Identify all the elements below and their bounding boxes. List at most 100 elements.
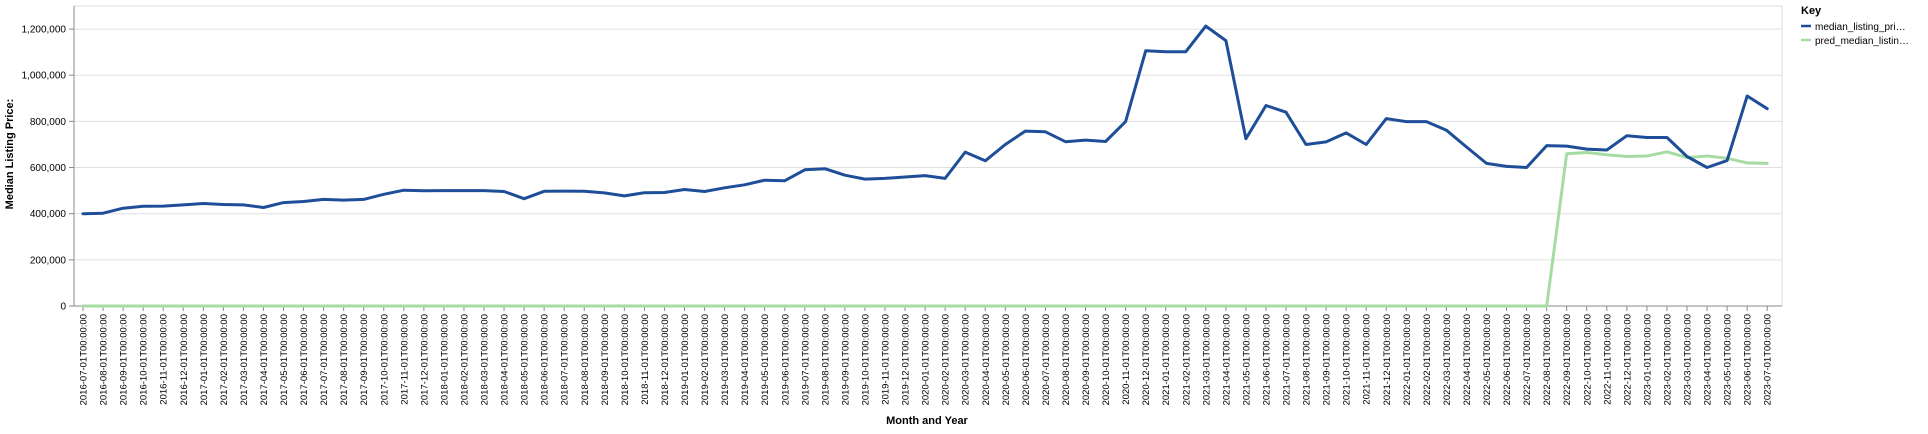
x-tick-label: 2020-09-01T00:00:00 (1081, 314, 1092, 405)
legend-title: Key (1801, 5, 1822, 17)
x-tick-label: 2020-02-01T00:00:00 (941, 314, 952, 405)
legend-label-pred: pred_median_listin… (1815, 36, 1909, 47)
x-tick-label: 2018-11-01T00:00:00 (640, 314, 651, 405)
x-tick-label: 2018-02-01T00:00:00 (459, 314, 470, 405)
x-tick-label: 2021-07-01T00:00:00 (1282, 314, 1293, 405)
x-tick-label: 2021-10-01T00:00:00 (1342, 314, 1353, 405)
plot-frame (73, 5, 1783, 307)
y-tick-label: 200,000 (30, 255, 67, 266)
x-tick-label: 2021-06-01T00:00:00 (1261, 314, 1272, 405)
x-tick-label: 2017-07-01T00:00:00 (319, 314, 330, 405)
x-tick-label: 2021-05-01T00:00:00 (1241, 314, 1252, 405)
x-tick-label: 2019-09-01T00:00:00 (840, 314, 851, 405)
x-tick-label: 2017-02-01T00:00:00 (219, 314, 230, 405)
x-tick-label: 2023-07-01T00:00:00 (1763, 314, 1774, 405)
x-tick-label: 2017-04-01T00:00:00 (259, 314, 270, 405)
legend-label-median: median_listing_pri… (1815, 22, 1906, 33)
x-tick-label: 2016-12-01T00:00:00 (179, 314, 190, 405)
x-axis: 2016-07-01T00:00:00 2016-08-01T00:00:00 20… (74, 305, 1782, 405)
x-tick-label: 2018-07-01T00:00:00 (560, 314, 571, 405)
x-tick-label: 2020-03-01T00:00:00 (961, 314, 972, 405)
x-tick-label: 2019-03-01T00:00:00 (720, 314, 731, 405)
x-tick-label: 2022-06-01T00:00:00 (1502, 314, 1513, 405)
x-tick-label: 2018-08-01T00:00:00 (580, 314, 591, 405)
x-tick-label: 2020-07-01T00:00:00 (1041, 314, 1052, 405)
x-tick-label: 2020-05-01T00:00:00 (1001, 314, 1012, 405)
x-tick-label: 2019-01-01T00:00:00 (680, 314, 691, 405)
x-tick-label: 2017-10-01T00:00:00 (379, 314, 390, 405)
x-tick-label: 2021-02-01T00:00:00 (1181, 314, 1192, 405)
x-tick-label: 2022-01-01T00:00:00 (1402, 314, 1413, 405)
x-tick-label: 2017-05-01T00:00:00 (279, 314, 290, 405)
x-tick-label: 2020-12-01T00:00:00 (1141, 314, 1152, 405)
x-tick-label: 2017-06-01T00:00:00 (299, 314, 310, 405)
x-tick-label: 2020-06-01T00:00:00 (1021, 314, 1032, 405)
x-tick-label: 2018-12-01T00:00:00 (660, 314, 671, 405)
x-tick-label: 2020-10-01T00:00:00 (1101, 314, 1112, 405)
x-tick-label: 2021-12-01T00:00:00 (1382, 314, 1393, 405)
x-tick-label: 2023-05-01T00:00:00 (1723, 314, 1734, 405)
y-tick-label: 400,000 (30, 209, 67, 220)
x-tick-label: 2021-04-01T00:00:00 (1221, 314, 1232, 405)
x-tick-label: 2017-01-01T00:00:00 (199, 314, 210, 405)
x-tick-label: 2018-05-01T00:00:00 (520, 314, 531, 405)
x-tick-label: 2019-10-01T00:00:00 (860, 314, 871, 405)
grid-layer (73, 5, 1783, 307)
x-tick-label: 2016-09-01T00:00:00 (119, 314, 130, 405)
x-tick-label: 2023-01-01T00:00:00 (1642, 314, 1653, 405)
x-tick-label: 2021-11-01T00:00:00 (1362, 314, 1373, 405)
x-tick-label: 2022-05-01T00:00:00 (1482, 314, 1493, 405)
x-tick-label: 2016-10-01T00:00:00 (139, 314, 150, 405)
x-tick-label: 2016-08-01T00:00:00 (99, 314, 110, 405)
x-tick-label: 2021-09-01T00:00:00 (1322, 314, 1333, 405)
x-tick-label: 2021-01-01T00:00:00 (1161, 314, 1172, 405)
x-tick-label: 2019-08-01T00:00:00 (820, 314, 831, 405)
x-tick-label: 2019-07-01T00:00:00 (800, 314, 811, 405)
x-tick-label: 2022-08-01T00:00:00 (1542, 314, 1553, 405)
x-tick-label: 2020-08-01T00:00:00 (1061, 314, 1072, 405)
x-tick-label: 2022-03-01T00:00:00 (1442, 314, 1453, 405)
x-tick-label: 2018-01-01T00:00:00 (439, 314, 450, 405)
series-line-0 (81, 24, 1769, 216)
x-tick-label: 2023-03-01T00:00:00 (1683, 314, 1694, 405)
x-tick-label: 2020-04-01T00:00:00 (981, 314, 992, 405)
x-tick-label: 2021-08-01T00:00:00 (1302, 314, 1313, 405)
x-tick-label: 2020-01-01T00:00:00 (921, 314, 932, 405)
x-tick-label: 2018-03-01T00:00:00 (480, 314, 491, 405)
y-tick-label: 600,000 (30, 163, 67, 174)
y-tick-label: 800,000 (30, 117, 67, 128)
x-tick-label: 2016-07-01T00:00:00 (79, 314, 90, 405)
x-tick-label: 2017-11-01T00:00:00 (399, 314, 410, 405)
x-tick-label: 2019-02-01T00:00:00 (700, 314, 711, 405)
x-tick-label: 2019-04-01T00:00:00 (740, 314, 751, 405)
x-tick-label: 2019-12-01T00:00:00 (901, 314, 912, 405)
x-tick-label: 2022-12-01T00:00:00 (1622, 314, 1633, 405)
legend: Key median_listing_pri… pred_median_list… (1801, 5, 1909, 47)
x-tick-label: 2019-06-01T00:00:00 (780, 314, 791, 405)
x-tick-label: 2018-04-01T00:00:00 (500, 314, 511, 405)
y-tick-label: 0 (60, 302, 66, 313)
x-tick-label: 2021-03-01T00:00:00 (1201, 314, 1212, 405)
x-tick-label: 2017-12-01T00:00:00 (419, 314, 430, 405)
x-tick-label: 2022-02-01T00:00:00 (1422, 314, 1433, 405)
x-tick-label: 2017-09-01T00:00:00 (359, 314, 370, 405)
y-tick-label: 1,000,000 (22, 71, 67, 82)
x-axis-title: Month and Year (886, 415, 968, 427)
x-tick-label: 2018-10-01T00:00:00 (620, 314, 631, 405)
x-tick-label: 2018-06-01T00:00:00 (540, 314, 551, 405)
x-tick-label: 2019-11-01T00:00:00 (881, 314, 892, 405)
y-axis: 0 200,000 400,000 600,000 800,000 1,000,000 1,… (22, 6, 75, 313)
x-tick-label: 2022-10-01T00:00:00 (1582, 314, 1593, 405)
x-tick-label: 2019-05-01T00:00:00 (760, 314, 771, 405)
x-tick-label: 2022-04-01T00:00:00 (1462, 314, 1473, 405)
x-tick-label: 2022-11-01T00:00:00 (1602, 314, 1613, 405)
x-tick-label: 2020-11-01T00:00:00 (1121, 314, 1132, 405)
series-layer (81, 24, 1769, 308)
series-line-1 (81, 150, 1769, 308)
x-tick-label: 2018-09-01T00:00:00 (600, 314, 611, 405)
x-tick-label: 2023-04-01T00:00:00 (1703, 314, 1714, 405)
y-axis-title: Median Listing Price: (4, 99, 16, 210)
x-tick-label: 2017-03-01T00:00:00 (239, 314, 250, 405)
